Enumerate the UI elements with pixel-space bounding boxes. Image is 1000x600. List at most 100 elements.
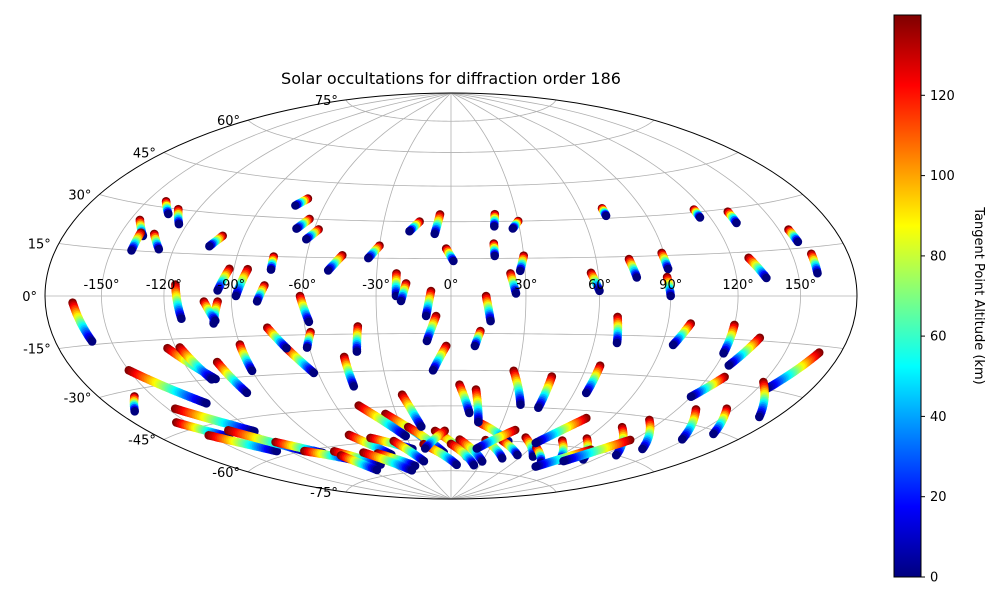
track-point <box>323 266 333 275</box>
occultation-track <box>441 244 458 266</box>
track-point <box>470 341 480 351</box>
occultation-track <box>677 405 701 444</box>
track-point <box>252 297 262 306</box>
track-point <box>666 291 675 301</box>
track-point <box>677 435 687 444</box>
occultation-track <box>724 333 765 370</box>
occultation-track <box>515 251 528 276</box>
chart-title: Solar occultations for diffraction order… <box>281 69 621 88</box>
y-tick-label: 45° <box>133 147 156 162</box>
occultation-track <box>662 272 675 301</box>
occultation-track <box>336 451 382 475</box>
track-point <box>127 246 136 255</box>
occultation-track <box>291 194 313 210</box>
x-tick-label: 150° <box>785 278 816 293</box>
occultation-track <box>231 264 252 301</box>
occultation-track <box>612 312 623 348</box>
x-tick-label: -120° <box>146 278 182 293</box>
x-tick-label: -60° <box>289 278 317 293</box>
track-point <box>205 241 214 251</box>
track-point <box>405 226 414 236</box>
occultation-track <box>559 435 635 466</box>
occultation-track <box>391 269 401 301</box>
track-point <box>531 438 541 448</box>
colorbar-tick-label: 120 <box>930 89 955 104</box>
occultation-track <box>506 269 521 298</box>
track-point <box>755 412 764 422</box>
occultation-track <box>263 323 291 353</box>
track-point <box>352 347 362 356</box>
occultation-track <box>446 439 479 470</box>
occultation-track <box>470 326 485 351</box>
track-point <box>663 264 673 274</box>
occultation-track <box>719 320 739 358</box>
colorbar-tick-label: 100 <box>930 169 955 184</box>
track-point <box>309 368 319 378</box>
track-point <box>421 311 431 321</box>
x-tick-label: 60° <box>588 278 611 293</box>
track-point <box>87 337 97 346</box>
track-point <box>420 444 430 453</box>
track-point <box>430 229 440 239</box>
track-point <box>516 400 525 410</box>
track-point <box>207 375 216 384</box>
colorbar-label: Tangent Point Altitude (km) <box>971 206 986 384</box>
track-point <box>531 462 540 471</box>
occultation-track <box>420 426 450 453</box>
occultation-track <box>428 341 451 375</box>
occultation-track <box>323 251 347 275</box>
track-point <box>266 265 276 274</box>
track-point <box>813 268 822 278</box>
y-tick-label: 0° <box>22 290 37 305</box>
x-tick-label: 90° <box>659 278 682 293</box>
y-tick-label: -45° <box>128 434 156 449</box>
track-point <box>632 273 642 282</box>
occultation-track <box>199 297 220 326</box>
track-point <box>472 444 482 453</box>
y-tick-label: -60° <box>212 466 240 481</box>
occultation-track <box>421 286 436 321</box>
occultation-track <box>761 348 824 394</box>
track-point <box>732 218 741 228</box>
occultation-track <box>490 209 500 231</box>
parallel-line <box>247 119 655 153</box>
parallel-line <box>99 194 803 223</box>
occultation-track <box>302 225 323 244</box>
track-point <box>762 273 771 283</box>
track-point <box>668 340 678 350</box>
track-point <box>417 422 426 431</box>
occultation-track <box>235 340 257 376</box>
occultation-track <box>531 413 591 448</box>
occultation-track <box>784 225 803 247</box>
occultation-track <box>339 352 359 391</box>
track-point <box>515 266 525 276</box>
track-point <box>452 460 462 470</box>
track-point <box>164 209 173 219</box>
occultation-track <box>171 280 186 324</box>
track-point <box>601 211 611 221</box>
occultation-track <box>68 298 97 346</box>
colorbar-tick-label: 0 <box>930 571 938 586</box>
track-point <box>154 244 164 254</box>
track-point <box>695 213 705 222</box>
occultation-track <box>396 279 411 306</box>
track-point <box>174 219 184 229</box>
occultation-track <box>359 448 417 475</box>
colorbar-tick-label: 60 <box>930 330 947 345</box>
occultation-track <box>302 327 315 352</box>
occultation-track <box>212 357 252 398</box>
occultation-track <box>364 241 384 263</box>
occultation-track <box>638 415 655 454</box>
track-point <box>349 382 359 391</box>
occultation-track <box>723 207 741 228</box>
track-point <box>513 450 522 460</box>
y-tick-label: 60° <box>217 114 240 129</box>
track-point <box>581 388 591 398</box>
occultation-track <box>581 361 605 398</box>
y-tick-label: -15° <box>23 343 51 358</box>
colorbar-tick-label: 20 <box>930 490 947 505</box>
track-point <box>202 399 211 408</box>
track-point <box>304 317 314 327</box>
x-tick-label: 0° <box>444 278 459 293</box>
